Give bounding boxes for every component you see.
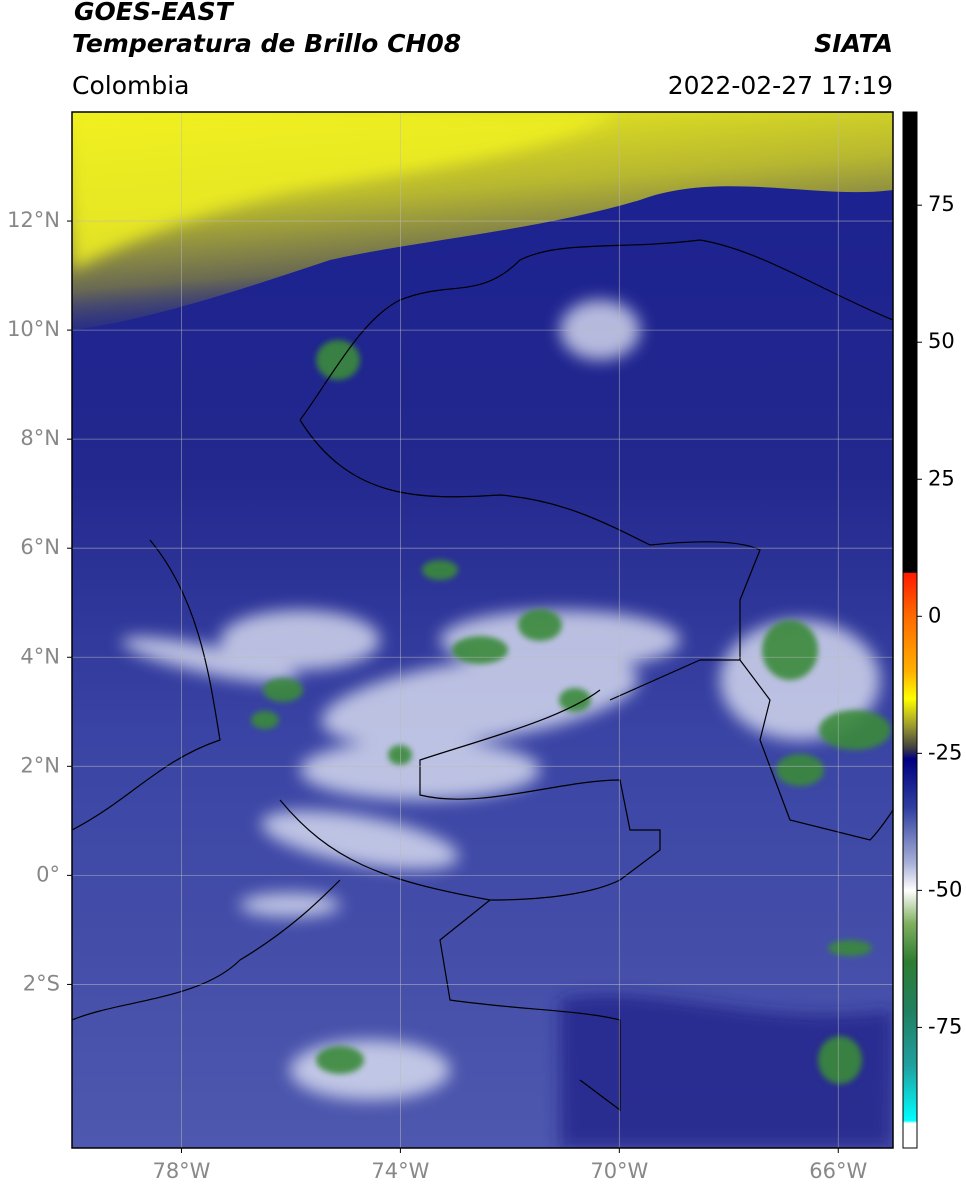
colorbar-tick-label: 25 [928, 466, 955, 490]
y-tick-label: 2°N [20, 753, 60, 777]
y-tick-label: 10°N [7, 317, 60, 341]
x-tick-label: 78°W [152, 1159, 210, 1183]
satellite-image [72, 112, 893, 1148]
x-tick-label: 74°W [371, 1159, 429, 1183]
y-tick-label: 12°N [7, 208, 60, 232]
colorbar [902, 111, 918, 1149]
boundaries [72, 239, 893, 1112]
x-tick-label: 66°W [809, 1159, 867, 1183]
y-tick-label: 8°N [20, 426, 60, 450]
colorbar-tick-label: 50 [928, 329, 955, 353]
colorbar-tick-label: -75 [928, 1014, 962, 1038]
y-tick-label: 6°N [20, 535, 60, 559]
subtitle: Temperatura de Brillo CH08 [72, 29, 461, 58]
region: Colombia [72, 71, 189, 100]
grid [72, 112, 893, 1148]
colorbar-tick-label: 75 [928, 192, 955, 216]
colorbar-tick-label: -50 [928, 877, 962, 901]
y-tick-label: 0° [36, 862, 60, 886]
y-tick-label: 2°S [23, 971, 60, 995]
colorbar-tick-label: 0 [928, 603, 941, 627]
x-tick-label: 70°W [590, 1159, 648, 1183]
y-tick-label: 4°N [20, 644, 60, 668]
map-frame [71, 111, 894, 1149]
datetime: 2022-02-27 17:19 [668, 71, 893, 100]
source: SIATA [814, 29, 893, 58]
colorbar-tick-label: -25 [928, 740, 962, 764]
title: GOES-EAST [74, 0, 235, 26]
